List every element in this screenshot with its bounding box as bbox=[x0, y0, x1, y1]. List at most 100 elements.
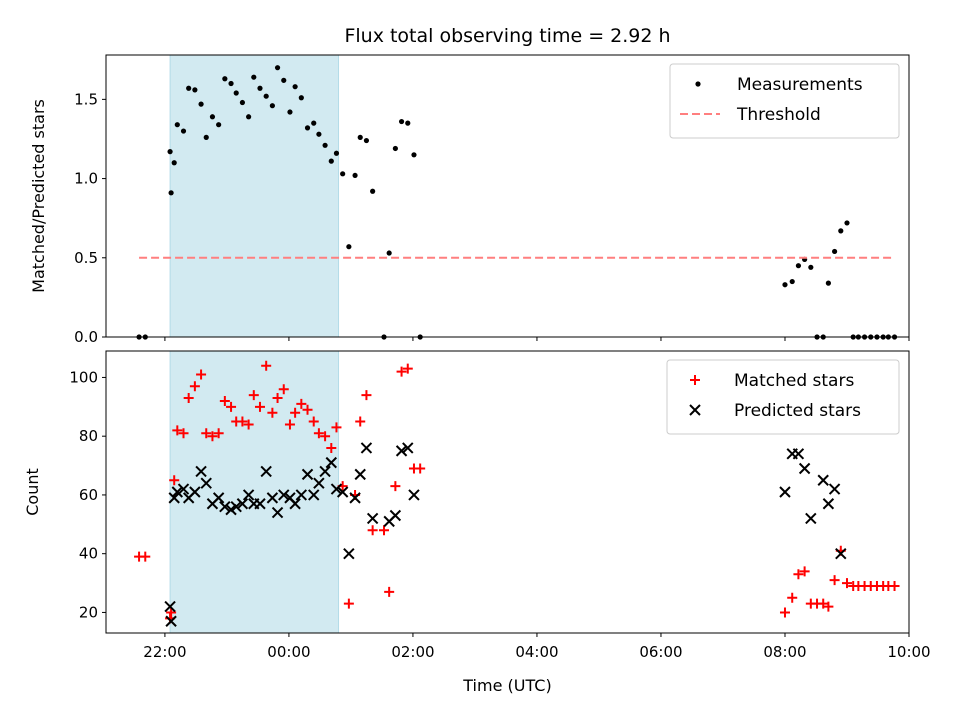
data-point bbox=[174, 122, 180, 128]
data-point bbox=[326, 442, 337, 453]
axes-frame bbox=[105, 350, 910, 634]
data-point bbox=[384, 586, 395, 597]
data-point bbox=[186, 85, 192, 91]
data-point bbox=[398, 118, 405, 125]
data-point bbox=[225, 503, 237, 516]
data-point bbox=[313, 428, 324, 439]
data-point bbox=[392, 145, 398, 152]
data-point bbox=[352, 172, 358, 179]
data-point bbox=[203, 134, 209, 140]
data-point bbox=[196, 369, 207, 380]
data-point bbox=[236, 498, 249, 510]
x-tick-label: 00:00 bbox=[267, 643, 310, 661]
data-point bbox=[823, 601, 834, 612]
legend-box bbox=[669, 63, 900, 139]
data-point bbox=[822, 498, 835, 510]
data-point bbox=[355, 416, 366, 427]
y-tick-label: 20 bbox=[79, 603, 98, 621]
data-point bbox=[829, 575, 840, 586]
data-point bbox=[402, 442, 414, 454]
data-point bbox=[333, 150, 340, 156]
data-point bbox=[228, 80, 234, 87]
data-point bbox=[171, 160, 177, 166]
series-measurements bbox=[136, 65, 898, 340]
data-point bbox=[165, 615, 177, 627]
data-point bbox=[835, 547, 847, 560]
data-point bbox=[301, 468, 314, 481]
data-point bbox=[328, 158, 334, 164]
data-point bbox=[298, 95, 304, 101]
data-point bbox=[189, 381, 200, 392]
data-point bbox=[209, 114, 216, 120]
data-point bbox=[290, 407, 301, 418]
data-point bbox=[219, 395, 230, 406]
data-point bbox=[271, 506, 284, 519]
data-point bbox=[817, 474, 829, 486]
data-point bbox=[343, 547, 355, 560]
data-point bbox=[169, 475, 180, 486]
data-point bbox=[367, 525, 378, 536]
data-point bbox=[408, 489, 420, 501]
data-point bbox=[242, 489, 255, 501]
data-point bbox=[267, 407, 278, 418]
data-point bbox=[395, 445, 408, 457]
series-predicted-stars bbox=[164, 442, 847, 627]
data-point bbox=[168, 492, 180, 504]
data-point bbox=[284, 419, 295, 430]
data-point bbox=[222, 76, 228, 82]
data-point bbox=[346, 244, 352, 250]
data-point bbox=[415, 463, 426, 474]
y-axis-label: Matched/Predicted stars bbox=[29, 99, 48, 293]
data-point bbox=[389, 509, 402, 522]
x-tick-label: 10:00 bbox=[887, 643, 930, 661]
data-point bbox=[213, 428, 224, 439]
data-point bbox=[828, 483, 841, 495]
series-matched-stars bbox=[134, 360, 900, 624]
data-point bbox=[798, 462, 811, 475]
y-axis-label: Count bbox=[23, 468, 42, 516]
data-point bbox=[216, 122, 222, 128]
data-point bbox=[405, 120, 411, 126]
data-point bbox=[308, 489, 320, 501]
data-point bbox=[230, 500, 242, 513]
data-point bbox=[304, 125, 311, 131]
x-tick-label: 02:00 bbox=[391, 643, 434, 661]
data-point bbox=[167, 149, 173, 155]
data-point bbox=[168, 190, 174, 196]
data-point bbox=[789, 278, 795, 285]
x-tick-label: 04:00 bbox=[515, 643, 558, 661]
data-point bbox=[320, 431, 331, 442]
data-point bbox=[198, 101, 204, 107]
data-point bbox=[180, 128, 187, 134]
data-point bbox=[354, 468, 366, 481]
y-tick-label: 0.0 bbox=[74, 328, 98, 346]
y-tick-label: 1.5 bbox=[74, 90, 98, 108]
data-point bbox=[260, 465, 272, 478]
data-point bbox=[386, 250, 392, 256]
legend-swatch bbox=[695, 81, 701, 87]
data-point bbox=[322, 142, 328, 148]
data-point bbox=[889, 581, 900, 591]
shaded-observing-interval bbox=[169, 54, 340, 338]
data-point bbox=[172, 425, 183, 436]
y-tick-label: 100 bbox=[69, 368, 98, 386]
data-point bbox=[349, 492, 361, 504]
data-point bbox=[390, 481, 401, 492]
data-point bbox=[308, 416, 319, 427]
data-point bbox=[195, 465, 207, 478]
data-point bbox=[825, 280, 831, 286]
y-tick-label: 0.5 bbox=[74, 249, 98, 267]
data-point bbox=[248, 390, 259, 401]
data-point bbox=[164, 600, 176, 613]
legend-box bbox=[666, 359, 900, 435]
data-point bbox=[166, 607, 177, 618]
legend: Measurements Threshold bbox=[669, 63, 900, 139]
data-point bbox=[177, 483, 190, 495]
data-point bbox=[183, 393, 194, 403]
data-point bbox=[254, 401, 265, 412]
data-point bbox=[239, 99, 246, 106]
y-tick-label: 1.0 bbox=[74, 170, 98, 188]
data-point bbox=[251, 74, 257, 80]
data-point bbox=[411, 152, 417, 158]
